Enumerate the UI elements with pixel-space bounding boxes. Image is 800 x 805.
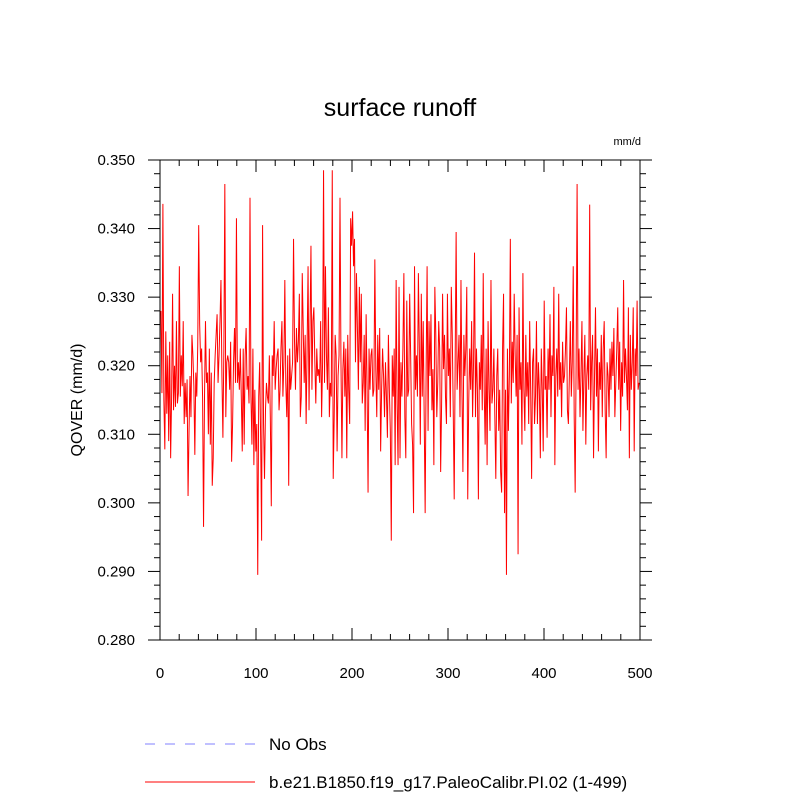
y-tick-label: 0.290 — [97, 563, 135, 580]
chart-title: surface runoff — [324, 94, 476, 122]
x-tick-label: 0 — [156, 665, 164, 682]
y-axis-label: QOVER (mm/d) — [69, 344, 86, 457]
y-tick-label: 0.300 — [97, 495, 135, 512]
y-tick-label: 0.310 — [97, 426, 135, 443]
x-tick-group: 0 100 200 300 400 500 — [156, 160, 653, 682]
legend-label-series: b.e21.B1850.f19_g17.PaleoCalibr.PI.02 (1… — [269, 773, 627, 792]
x-tick-label: 100 — [243, 665, 268, 682]
series-line-0 — [160, 170, 640, 575]
y-tick-label: 0.320 — [97, 358, 135, 375]
y-tick-label: 0.280 — [97, 632, 135, 649]
x-tick-label: 400 — [531, 665, 556, 682]
y-tick-group: 0.280 0.290 0.300 0.310 0.320 0.330 0.340 0.350 — [97, 152, 652, 649]
plot-frame — [159, 159, 641, 641]
units-label: mm/d — [614, 136, 642, 148]
y-tick-label: 0.340 — [97, 221, 135, 238]
x-tick-label: 300 — [435, 665, 460, 682]
legend: No Obs b.e21.B1850.f19_g17.PaleoCalibr.P… — [145, 735, 627, 792]
y-tick-label: 0.350 — [97, 152, 135, 169]
x-tick-label: 500 — [627, 665, 652, 682]
legend-label-no-obs: No Obs — [269, 735, 327, 754]
y-tick-label: 0.330 — [97, 289, 135, 306]
series-layer — [160, 170, 640, 575]
x-tick-label: 200 — [339, 665, 364, 682]
